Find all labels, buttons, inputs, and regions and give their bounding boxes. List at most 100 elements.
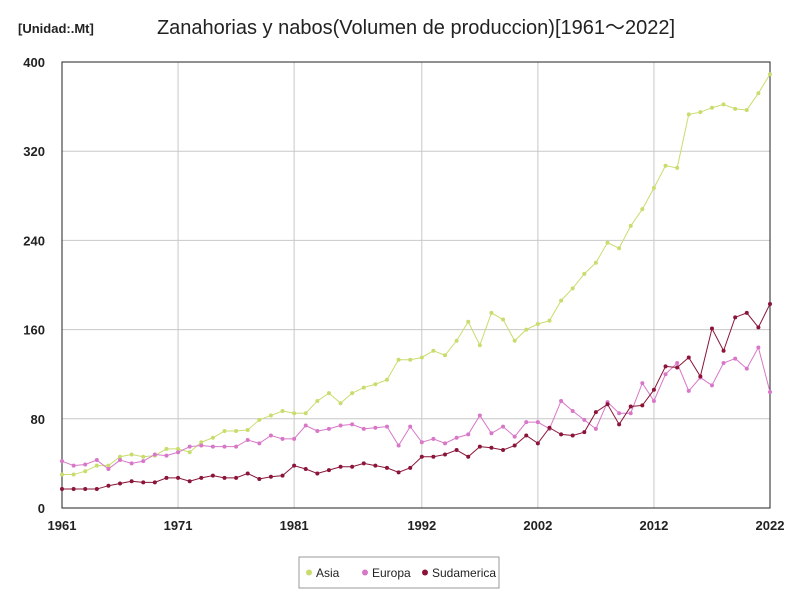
- data-point-asia: [118, 454, 123, 459]
- data-point-asia: [431, 348, 436, 353]
- data-point-sudamerica: [547, 425, 552, 430]
- data-point-europa: [222, 444, 227, 449]
- data-point-europa: [280, 436, 285, 441]
- y-tick-label: 160: [23, 323, 45, 338]
- data-point-europa: [210, 444, 215, 449]
- data-point-europa: [384, 424, 389, 429]
- data-point-asia: [315, 398, 320, 403]
- data-point-asia: [373, 382, 378, 387]
- data-point-asia: [663, 163, 668, 168]
- data-point-europa: [709, 383, 714, 388]
- data-point-europa: [419, 440, 424, 445]
- data-point-europa: [768, 390, 772, 395]
- data-point-europa: [326, 426, 331, 431]
- data-point-asia: [176, 446, 181, 451]
- data-point-europa: [338, 423, 343, 428]
- y-tick-label: 320: [23, 144, 45, 159]
- data-point-asia: [141, 454, 146, 459]
- data-point-europa: [71, 463, 76, 468]
- unit-label: [Unidad:.Mt]: [18, 21, 94, 36]
- data-point-sudamerica: [361, 461, 366, 466]
- y-tick-label: 400: [23, 55, 45, 70]
- data-point-europa: [199, 443, 204, 448]
- data-point-asia: [268, 413, 273, 418]
- data-point-europa: [408, 424, 413, 429]
- data-point-asia: [234, 429, 239, 434]
- data-point-sudamerica: [582, 430, 587, 435]
- data-point-sudamerica: [257, 477, 262, 482]
- data-point-europa: [756, 345, 761, 350]
- data-point-europa: [234, 444, 239, 449]
- data-point-europa: [686, 388, 691, 393]
- data-point-asia: [721, 102, 726, 107]
- data-point-europa: [617, 411, 622, 416]
- series-line-europa: [61, 346, 771, 470]
- data-point-europa: [640, 381, 645, 386]
- data-point-sudamerica: [675, 365, 680, 370]
- data-point-sudamerica: [408, 465, 413, 470]
- data-point-sudamerica: [60, 487, 64, 492]
- x-tick-label: 1981: [280, 518, 309, 533]
- data-point-asia: [280, 409, 285, 413]
- data-point-sudamerica: [280, 473, 285, 478]
- legend-label-sudamerica: Sudamerica: [432, 566, 496, 580]
- legend-marker-asia: [306, 569, 312, 576]
- y-tick-label: 0: [38, 501, 45, 516]
- data-point-europa: [187, 444, 192, 449]
- data-point-asia: [60, 472, 64, 477]
- data-point-europa: [454, 435, 459, 440]
- chart-title: Zanahorias y nabos(Volumen de produccion…: [157, 17, 675, 39]
- data-point-asia: [698, 110, 703, 115]
- x-tick-label: 1971: [164, 518, 193, 533]
- data-point-europa: [733, 356, 738, 361]
- data-point-sudamerica: [721, 348, 726, 353]
- data-point-asia: [326, 391, 331, 396]
- data-point-sudamerica: [698, 374, 703, 379]
- data-point-sudamerica: [443, 452, 448, 457]
- data-point-sudamerica: [593, 410, 598, 415]
- data-point-europa: [628, 411, 633, 416]
- data-point-europa: [292, 436, 297, 441]
- legend-item-sudamerica: Sudamerica: [422, 566, 496, 580]
- data-point-asia: [512, 338, 517, 343]
- data-point-europa: [164, 453, 169, 458]
- data-point-asia: [361, 385, 366, 390]
- data-point-sudamerica: [431, 454, 436, 459]
- data-point-europa: [303, 423, 308, 428]
- data-point-sudamerica: [141, 480, 146, 485]
- y-axis: 0 80 160 240 320 400: [23, 55, 45, 516]
- legend-marker-europa: [362, 569, 368, 576]
- data-point-sudamerica: [524, 433, 529, 438]
- x-tick-label: 1992: [407, 518, 436, 533]
- data-point-asia: [187, 450, 192, 455]
- data-point-sudamerica: [350, 464, 355, 469]
- data-point-europa: [582, 417, 587, 422]
- data-point-europa: [651, 398, 656, 403]
- x-tick-label: 2022: [756, 518, 785, 533]
- data-point-asia: [582, 271, 587, 276]
- data-point-sudamerica: [326, 468, 331, 473]
- data-point-asia: [640, 207, 645, 212]
- data-point-sudamerica: [292, 463, 297, 468]
- data-point-sudamerica: [570, 433, 575, 438]
- data-point-europa: [106, 466, 111, 471]
- data-point-asia: [686, 112, 691, 117]
- grid: [62, 62, 770, 508]
- data-point-sudamerica: [640, 403, 645, 408]
- data-point-asia: [709, 105, 714, 110]
- data-point-asia: [651, 186, 656, 190]
- data-point-sudamerica: [234, 475, 239, 480]
- series-asia: [60, 72, 772, 477]
- data-point-asia: [466, 319, 471, 324]
- data-point-sudamerica: [733, 315, 738, 320]
- data-point-sudamerica: [71, 487, 76, 492]
- series-layer: [60, 72, 772, 492]
- data-point-asia: [605, 240, 610, 245]
- data-point-europa: [593, 426, 598, 431]
- data-point-asia: [477, 343, 482, 348]
- data-point-sudamerica: [176, 475, 181, 480]
- data-point-europa: [675, 361, 680, 366]
- data-point-europa: [60, 459, 64, 464]
- data-point-asia: [129, 452, 134, 457]
- data-point-sudamerica: [210, 473, 215, 478]
